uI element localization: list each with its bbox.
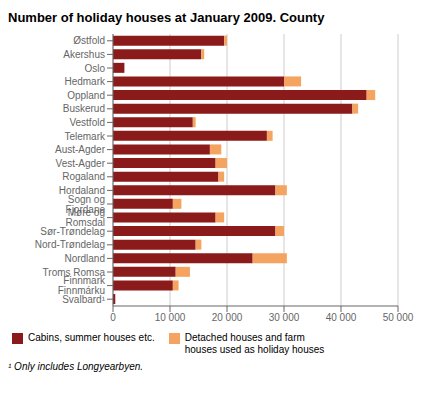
svg-text:Nordland: Nordland [64, 253, 105, 264]
svg-text:Nord-Trøndelag: Nord-Trøndelag [35, 239, 105, 250]
svg-text:Aust-Agder: Aust-Agder [55, 144, 106, 155]
svg-text:Oslo: Oslo [84, 63, 105, 74]
svg-text:Hedmark: Hedmark [64, 76, 106, 87]
svg-text:Telemark: Telemark [64, 131, 106, 142]
svg-text:Vest-Agder: Vest-Agder [56, 158, 106, 169]
html-text:Cabins, summer houses etc.: Cabins, summer houses etc. [28, 332, 155, 343]
html-text:Romsdal: Romsdal [65, 217, 105, 229]
svg-text:Oppland: Oppland [67, 90, 105, 101]
svg-text:Vestfold: Vestfold [69, 117, 105, 128]
svg-text:50 000: 50 000 [383, 312, 414, 323]
html-text:Detached houses and farm house: Detached houses and farm houses used as … [184, 332, 325, 355]
svg-text:20 000: 20 000 [212, 312, 243, 323]
svg-text:Østfold: Østfold [73, 35, 105, 46]
svg-text:Hordaland: Hordaland [58, 184, 105, 196]
html-text:Fjordane: Fjordane [65, 203, 105, 215]
svg-text:0: 0 [110, 312, 116, 323]
svg-text:10 000: 10 000 [155, 312, 186, 323]
html-text:Møre og: Møre og [67, 207, 105, 219]
html-text:Sogn og: Sogn og [67, 193, 105, 205]
html-text:¹ Only includes Longyearbyen.: ¹ Only includes Longyearbyen. [8, 361, 144, 372]
svg-text:Troms Romsa: Troms Romsa [42, 266, 105, 278]
html-text:Number of holiday houses at Ja: Number of holiday houses at January 2009… [8, 10, 325, 25]
html-text:Finnmark: Finnmark [63, 275, 105, 287]
svg-text:Sør-Trøndelag: Sør-Trøndelag [40, 226, 105, 237]
svg-text:Svalbard¹: Svalbard¹ [62, 294, 105, 305]
svg-text:Akershus: Akershus [63, 49, 105, 60]
svg-text:40 000: 40 000 [326, 312, 357, 323]
svg-text:Rogaland: Rogaland [62, 171, 105, 182]
svg-text:30 000: 30 000 [269, 312, 300, 323]
svg-text:Buskerud: Buskerud [63, 103, 105, 114]
html-text:Finnmárku: Finnmárku [57, 285, 105, 297]
